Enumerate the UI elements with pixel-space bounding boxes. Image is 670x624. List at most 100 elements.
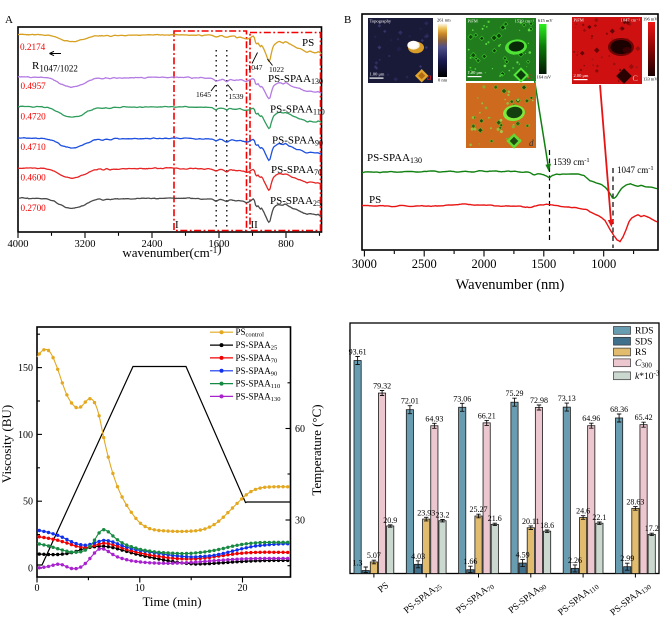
svg-text:4000: 4000	[8, 239, 29, 250]
svg-text:1539 cm⁻¹: 1539 cm⁻¹	[515, 19, 535, 24]
svg-text:75.29: 75.29	[506, 389, 524, 398]
svg-text:1.66: 1.66	[463, 557, 477, 566]
svg-text:0.4600: 0.4600	[21, 173, 47, 183]
svg-text:68.36: 68.36	[610, 405, 628, 414]
svg-text:PS: PS	[302, 37, 314, 49]
svg-text:72.98: 72.98	[530, 396, 548, 405]
svg-text:72.01: 72.01	[401, 397, 419, 406]
svg-text:PS-SPAA25: PS-SPAA25	[236, 340, 278, 352]
svg-text:3200: 3200	[75, 239, 96, 250]
svg-text:wavenumber(cm-1): wavenumber(cm-1)	[122, 241, 221, 260]
svg-text:22.1: 22.1	[592, 513, 606, 522]
svg-text:64.96: 64.96	[582, 414, 600, 423]
svg-text:20: 20	[238, 583, 248, 594]
svg-text:1.00 μm: 1.00 μm	[468, 70, 483, 75]
svg-text:0.2174: 0.2174	[20, 42, 46, 52]
svg-text:0: 0	[35, 583, 40, 594]
svg-text:C300: C300	[635, 359, 652, 370]
svg-text:60: 60	[295, 424, 305, 435]
svg-text:0.2700: 0.2700	[21, 203, 47, 213]
svg-text:SDS: SDS	[635, 337, 652, 347]
svg-text:196 mV: 196 mV	[643, 17, 658, 22]
svg-text:4.03: 4.03	[411, 552, 425, 561]
svg-text:2500: 2500	[412, 257, 437, 271]
svg-text:1600: 1600	[209, 239, 230, 250]
svg-text:RDS: RDS	[635, 327, 653, 337]
svg-text:23.93: 23.93	[417, 508, 435, 517]
svg-text:20.11: 20.11	[522, 517, 540, 526]
svg-text:133 mV: 133 mV	[643, 77, 658, 82]
svg-text:66.21: 66.21	[478, 411, 496, 420]
svg-text:PiFM: PiFM	[574, 18, 584, 23]
svg-text:PScontrol: PScontrol	[236, 327, 265, 339]
svg-text:I: I	[175, 219, 179, 231]
svg-text:5.07: 5.07	[367, 551, 381, 560]
svg-text:d: d	[529, 138, 534, 148]
svg-text:Topography: Topography	[370, 19, 392, 24]
svg-text:B: B	[344, 14, 351, 26]
svg-text:RS: RS	[635, 348, 647, 358]
svg-text:800: 800	[278, 239, 294, 250]
svg-text:1539: 1539	[229, 92, 244, 101]
svg-text:164 mV: 164 mV	[537, 75, 552, 80]
svg-text:b: b	[528, 71, 533, 81]
svg-text:0 nm: 0 nm	[438, 78, 448, 83]
svg-text:2400: 2400	[142, 239, 163, 250]
svg-text:0.4720: 0.4720	[21, 112, 47, 122]
svg-text:PS-SPAA130: PS-SPAA130	[268, 73, 323, 86]
svg-text:2.26: 2.26	[568, 556, 582, 565]
svg-text:PS: PS	[369, 194, 381, 206]
svg-text:23.2: 23.2	[436, 511, 450, 520]
svg-text:17.2: 17.2	[645, 524, 659, 533]
svg-text:Wavenumber (nm): Wavenumber (nm)	[456, 277, 565, 293]
svg-text:Time (min): Time (min)	[142, 594, 201, 609]
svg-text:30: 30	[295, 516, 305, 527]
svg-text:PS-SPAA70: PS-SPAA70	[236, 353, 278, 365]
svg-text:65.42: 65.42	[635, 413, 653, 422]
svg-text:Temperature (°C): Temperature (°C)	[309, 404, 324, 495]
svg-text:1047: 1047	[248, 63, 263, 72]
svg-text:79.32: 79.32	[373, 382, 391, 391]
svg-text:0: 0	[28, 564, 33, 575]
svg-text:24.6: 24.6	[576, 507, 590, 516]
svg-text:4.59: 4.59	[516, 551, 530, 560]
svg-text:28.63: 28.63	[626, 498, 644, 507]
svg-text:A: A	[5, 14, 13, 26]
svg-text:R1047/1022: R1047/1022	[32, 60, 78, 74]
svg-text:1022: 1022	[269, 65, 284, 74]
svg-text:100: 100	[18, 430, 33, 441]
svg-text:2.99: 2.99	[620, 554, 634, 563]
svg-text:64.93: 64.93	[425, 414, 443, 423]
svg-text:3000: 3000	[352, 257, 377, 271]
svg-text:261 nm: 261 nm	[437, 18, 451, 23]
svg-text:2.00 μm: 2.00 μm	[574, 73, 589, 78]
svg-text:150: 150	[18, 363, 33, 374]
svg-text:2000: 2000	[472, 257, 497, 271]
svg-text:Viscosity (BU): Viscosity (BU)	[0, 405, 14, 483]
svg-text:21.6: 21.6	[488, 514, 502, 523]
svg-text:0.4957: 0.4957	[21, 81, 47, 91]
svg-text:C: C	[633, 74, 638, 83]
svg-text:615 mV: 615 mV	[538, 18, 553, 23]
svg-text:1539 cm-1: 1539 cm-1	[553, 157, 590, 167]
svg-text:PS-SPAA130: PS-SPAA130	[367, 152, 422, 165]
svg-text:18.6: 18.6	[540, 521, 554, 530]
svg-text:II: II	[251, 219, 259, 231]
svg-text:50: 50	[23, 497, 33, 508]
svg-text:PS-SPAA130: PS-SPAA130	[236, 391, 281, 403]
svg-text:PiFM: PiFM	[468, 19, 478, 24]
svg-text:PS-SPAA110: PS-SPAA110	[236, 379, 281, 391]
svg-text:a: a	[427, 72, 432, 82]
svg-text:1047 cm-1: 1047 cm-1	[617, 165, 654, 175]
svg-text:93.61: 93.61	[349, 348, 367, 357]
svg-text:PS-SPAA90: PS-SPAA90	[272, 135, 323, 148]
svg-text:PS-SPAA70: PS-SPAA70	[271, 164, 322, 177]
svg-text:1500: 1500	[531, 257, 556, 271]
svg-text:25.27: 25.27	[470, 505, 488, 514]
svg-text:73.13: 73.13	[558, 394, 576, 403]
svg-text:PS-SPAA110: PS-SPAA110	[270, 104, 325, 117]
svg-text:1645: 1645	[196, 90, 211, 99]
svg-text:1.00 μm: 1.00 μm	[370, 72, 385, 77]
svg-text:1.3: 1.3	[353, 559, 363, 568]
svg-text:20.9: 20.9	[383, 516, 397, 525]
